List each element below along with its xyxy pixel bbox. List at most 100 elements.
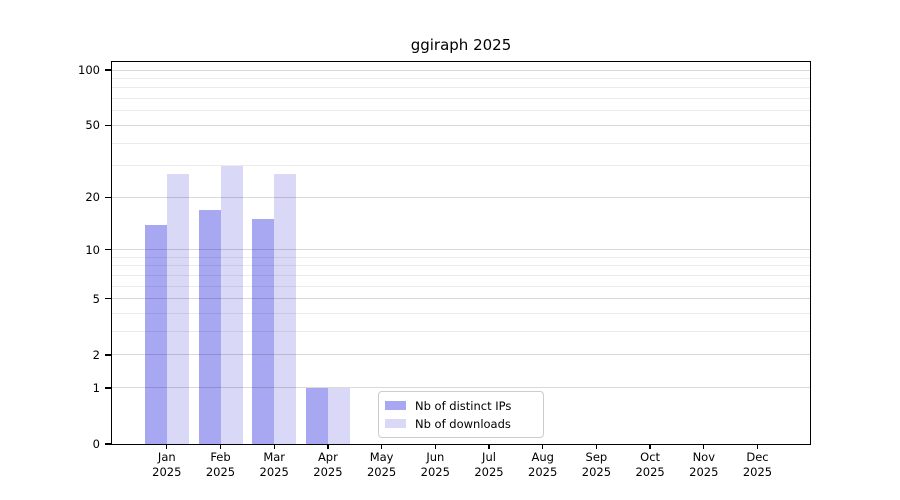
- x-axis-tick-aug: [542, 444, 544, 449]
- x-axis-tick-jul: [488, 444, 490, 449]
- y-axis-tick-50: [104, 124, 112, 127]
- bar-distinct-ips-mar: [252, 219, 275, 444]
- legend-swatch-downloads: [385, 419, 406, 428]
- gridline-minor-7: [112, 274, 810, 276]
- month-label: Mar: [263, 450, 286, 464]
- x-axis-tick-nov: [703, 444, 705, 449]
- year-label: 2025: [581, 465, 612, 479]
- gridline-minor-9: [112, 256, 810, 258]
- x-axis-tick-jan: [166, 444, 168, 449]
- month-label: May: [369, 450, 394, 464]
- year-label: 2025: [689, 465, 719, 479]
- x-axis-tick-mar: [273, 444, 275, 449]
- month-label: Feb: [210, 450, 231, 464]
- y-axis-tick-label-100: 100: [78, 63, 100, 77]
- x-axis-tick-apr: [327, 444, 329, 449]
- gridline-minor-4: [112, 313, 810, 315]
- gridline-minor-40: [112, 142, 810, 144]
- x-axis-tick-label-mar: Mar 2025: [246, 450, 302, 480]
- year-label: 2025: [366, 465, 397, 479]
- legend: Nb of distinct IPs Nb of downloads: [378, 391, 544, 438]
- x-axis-tick-dec: [756, 444, 759, 449]
- y-axis-tick-0: [104, 443, 112, 445]
- y-axis-tick-label-10: 10: [85, 242, 100, 257]
- y-axis-tick-label-5: 5: [92, 291, 100, 306]
- y-axis-tick-100: [104, 69, 112, 71]
- legend-item-downloads: Nb of downloads: [385, 417, 535, 431]
- month-label: Jan: [157, 450, 176, 464]
- bar-distinct-ips-feb: [198, 209, 221, 444]
- month-label: Oct: [640, 450, 661, 464]
- gridline-major-5: [112, 298, 810, 300]
- x-axis-tick-label-nov: Nov 2025: [676, 450, 732, 480]
- y-axis-tick-2: [104, 354, 112, 356]
- year-label: 2025: [205, 465, 236, 479]
- x-axis-tick-may: [380, 444, 383, 449]
- gridline-minor-30: [112, 165, 810, 167]
- x-axis-tick-label-aug: Aug 2025: [515, 450, 571, 480]
- year-label: 2025: [742, 465, 773, 479]
- month-label: Dec: [746, 450, 769, 464]
- x-axis-tick-label-jul: Jul 2025: [461, 450, 517, 480]
- x-axis-tick-label-jan: Jan 2025: [139, 450, 195, 480]
- y-axis-tick-label-1: 1: [92, 380, 100, 395]
- year-label: 2025: [474, 465, 504, 479]
- chart-title: ggiraph 2025: [410, 36, 512, 54]
- gridline-major-50: [112, 124, 810, 126]
- y-axis-tick-5: [104, 298, 112, 300]
- gridline-minor-90: [112, 77, 810, 79]
- legend-label-distinct-ips: Nb of distinct IPs: [415, 398, 512, 413]
- y-axis-tick-1: [104, 387, 112, 389]
- y-axis-tick-label-20: 20: [85, 190, 100, 205]
- legend-item-distinct-ips: Nb of distinct IPs: [385, 399, 535, 413]
- month-label: Jun: [426, 450, 445, 464]
- x-axis-tick-label-may: May 2025: [354, 450, 410, 480]
- year-label: 2025: [528, 465, 558, 479]
- x-axis-tick-label-oct: Oct 2025: [622, 450, 678, 480]
- gridline-major-100: [112, 69, 810, 71]
- year-label: 2025: [313, 465, 343, 479]
- bar-downloads-mar: [274, 173, 297, 444]
- x-axis-tick-jun: [434, 444, 436, 449]
- x-axis-tick-label-apr: Apr 2025: [300, 450, 356, 480]
- year-label: 2025: [152, 465, 182, 479]
- y-axis-tick-label-50: 50: [85, 118, 100, 133]
- legend-label-downloads: Nb of downloads: [415, 416, 511, 431]
- year-label: 2025: [420, 465, 450, 479]
- year-label: 2025: [635, 465, 665, 479]
- x-axis-tick-oct: [649, 444, 651, 449]
- x-axis-tick-label-dec: Dec 2025: [730, 450, 786, 480]
- y-axis-tick-10: [104, 248, 112, 251]
- bar-distinct-ips-jan: [144, 224, 167, 444]
- bar-downloads-apr: [327, 387, 350, 444]
- y-axis-tick-20: [104, 196, 112, 198]
- year-label: 2025: [259, 465, 289, 479]
- x-axis-tick-sep: [595, 444, 598, 449]
- month-label: Nov: [692, 450, 716, 464]
- gridline-minor-3: [112, 331, 810, 333]
- gridline-minor-8: [112, 265, 810, 267]
- y-axis-tick-label-0: 0: [92, 437, 100, 451]
- x-axis-tick-label-feb: Feb 2025: [193, 450, 249, 480]
- x-axis-tick-label-jun: Jun 2025: [407, 450, 463, 480]
- plot-area: [110, 60, 811, 445]
- gridline-minor-6: [112, 285, 810, 287]
- month-label: Sep: [585, 450, 608, 464]
- gridline-minor-60: [112, 110, 810, 112]
- bar-downloads-jan: [166, 173, 189, 444]
- month-label: Apr: [317, 450, 338, 464]
- gridline-major-1: [112, 387, 810, 389]
- bar-distinct-ips-apr: [305, 387, 328, 444]
- month-label: Jul: [482, 450, 496, 464]
- month-label: Aug: [531, 450, 554, 464]
- gridline-major-20: [112, 196, 810, 198]
- gridline-major-10: [112, 249, 810, 251]
- x-axis-tick-feb: [219, 444, 222, 449]
- gridline-minor-80: [112, 87, 810, 89]
- gridline-minor-70: [112, 98, 810, 100]
- gridline-major-2: [112, 354, 810, 356]
- y-axis-tick-label-2: 2: [92, 347, 100, 362]
- bar-downloads-feb: [220, 165, 243, 444]
- x-axis-tick-label-sep: Sep 2025: [568, 450, 624, 480]
